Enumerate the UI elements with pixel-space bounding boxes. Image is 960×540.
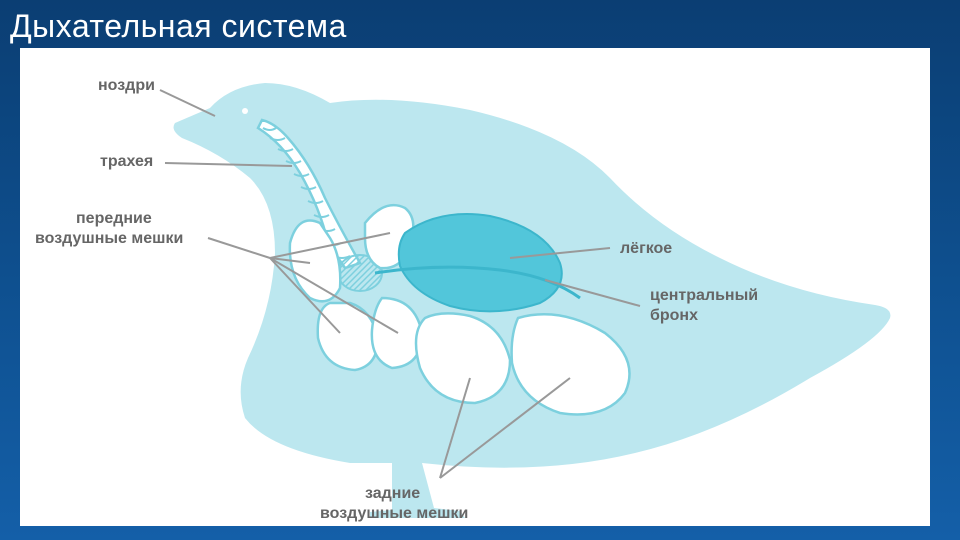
label-bronchus-l2: бронх	[650, 307, 698, 324]
label-posterior-sacs-l2: воздушные мешки	[320, 505, 468, 522]
slide-root: Дыхательная система	[0, 0, 960, 540]
label-trachea: трахея	[100, 153, 153, 170]
label-lung: лёгкое	[620, 240, 672, 257]
bird-diagram: ноздри трахея передние воздушные мешки л…	[20, 48, 930, 526]
lead-nostrils	[160, 90, 215, 116]
label-bronchus-l1: центральный	[650, 287, 758, 304]
bird-eye	[242, 108, 248, 114]
diagram-panel: ноздри трахея передние воздушные мешки л…	[20, 48, 930, 526]
slide-title: Дыхательная система	[10, 8, 347, 45]
label-anterior-sacs-l1: передние	[76, 210, 152, 227]
label-posterior-sacs-l1: задние	[365, 485, 420, 502]
label-anterior-sacs-l2: воздушные мешки	[35, 230, 183, 247]
label-nostrils: ноздри	[98, 77, 155, 94]
